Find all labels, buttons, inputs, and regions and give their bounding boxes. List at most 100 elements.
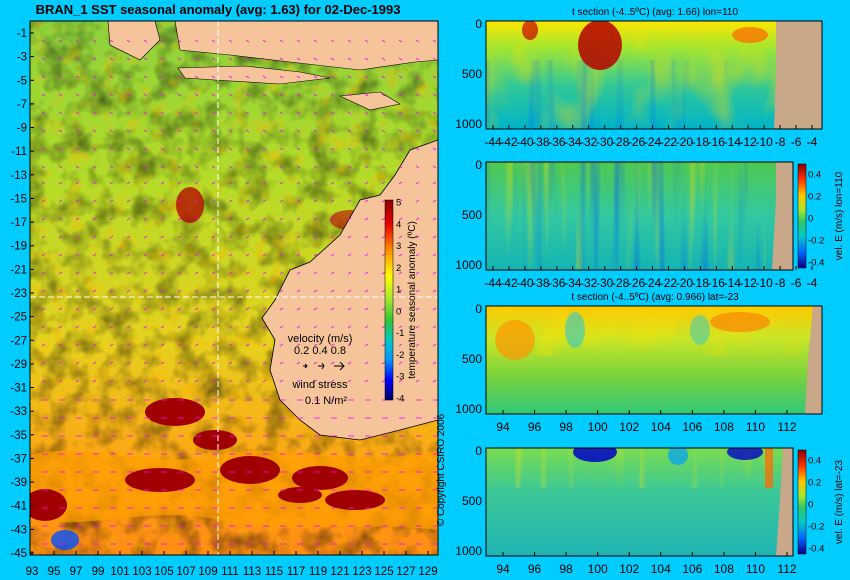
section-x-tick: -24 <box>644 276 662 290</box>
section-x-tick: -4 <box>807 276 818 290</box>
wind-vector <box>177 199 182 203</box>
wind-vector <box>177 75 182 79</box>
lon-tick-label: 107 <box>176 566 195 578</box>
section-x-tick: 106 <box>682 562 702 576</box>
wind-vector <box>398 199 403 203</box>
section-x-tick: -30 <box>596 135 614 149</box>
wind-vector <box>432 75 437 79</box>
section-x-tick: 104 <box>651 420 671 434</box>
wind-vector <box>313 253 318 257</box>
wind-vector <box>92 289 97 293</box>
wind-vector <box>75 165 80 169</box>
wind-vector <box>279 129 284 133</box>
wind-vector <box>177 57 182 61</box>
wind-vector <box>160 75 165 79</box>
wind-vector <box>92 379 97 383</box>
map-lon-axis: 93 95 97 99 101 103 105 107 109 111 113 115 117 119 12… <box>26 551 438 578</box>
wind-vector <box>313 307 318 311</box>
wind-vector <box>245 39 250 43</box>
wind-vector <box>381 111 386 115</box>
wind-vector <box>279 199 284 203</box>
wind-vector <box>381 217 386 221</box>
wind-vector <box>296 343 301 347</box>
wind-vector <box>126 93 131 97</box>
section-x-tick: -14 <box>724 135 742 149</box>
wind-vector <box>313 217 318 221</box>
wind-vector <box>109 129 114 133</box>
wind-vector <box>126 199 131 203</box>
wind-vector <box>398 39 403 43</box>
wind-vector <box>296 57 301 61</box>
wind-vector <box>432 289 437 293</box>
lon-tick-label: 103 <box>132 566 151 578</box>
section1-frame <box>485 20 823 130</box>
wind-vector <box>313 361 318 365</box>
wind-vector <box>245 235 250 239</box>
lat-tick-label: -1 <box>17 28 27 40</box>
wind-vector <box>92 235 97 239</box>
wind-vector <box>143 217 148 221</box>
wind-vector <box>330 75 335 79</box>
wind-vector <box>126 253 131 257</box>
wind-vector <box>75 235 80 239</box>
wind-vector <box>245 289 250 293</box>
wind-vector <box>262 361 267 365</box>
wind-vector <box>211 253 216 257</box>
lat-tick-label: -33 <box>10 406 27 418</box>
section-x-tick: -44 <box>484 135 502 149</box>
wind-vector <box>313 235 318 239</box>
wind-vector <box>313 111 318 115</box>
wind-vector <box>75 181 80 185</box>
wind-vector <box>279 165 284 169</box>
wind-vector <box>279 235 284 239</box>
section-x-tick: -6 <box>791 276 802 290</box>
vel-colorbar-tick: 0.2 <box>808 192 821 203</box>
section4-field <box>486 448 793 556</box>
section-x-tick: -42 <box>500 135 518 149</box>
sst-colorbar-tick: 2 <box>396 263 401 274</box>
wind-vector <box>381 289 386 293</box>
section-x-tick: -8 <box>775 276 786 290</box>
wind-vector <box>364 271 369 275</box>
sst-cold-patch <box>51 530 79 550</box>
wind-vector <box>347 75 352 79</box>
lat-tick-label: -13 <box>10 170 27 182</box>
wind-vector <box>92 111 97 115</box>
wind-vector <box>296 253 301 257</box>
wind-vector <box>313 271 318 275</box>
wind-vector <box>177 147 182 151</box>
wind-vector <box>75 325 80 329</box>
wind-vector <box>109 181 114 185</box>
wind-vector <box>194 289 199 293</box>
wind-vector <box>415 343 420 347</box>
wind-vector <box>126 147 131 151</box>
section-x-tick: 110 <box>746 562 765 576</box>
wind-vector <box>211 289 216 293</box>
sst-colorbar-tick: -4 <box>396 394 404 405</box>
wind-vector <box>41 271 46 275</box>
sst-colorbar-tick: -1 <box>396 328 404 339</box>
wind-vector <box>330 379 335 383</box>
wind-vector <box>177 39 182 43</box>
wind-vector <box>109 199 114 203</box>
section-y-tick: 500 <box>462 352 482 366</box>
wind-vector <box>58 343 63 347</box>
sst-colorbar-ticks: 5 4 3 2 1 0 -1 -2 -3 -4 <box>396 198 404 405</box>
section-x-tick: -40 <box>516 276 534 290</box>
wind-vector <box>432 325 437 329</box>
section4-colorbar-ticks: 0.4 0.2 0 -0.2 -0.4 <box>808 456 824 555</box>
section2-y-axis: 0 500 1000 <box>455 158 482 272</box>
wind-vector <box>245 129 250 133</box>
section1-y-axis: 0 500 1000 <box>455 17 482 131</box>
wind-vector <box>347 129 352 133</box>
wind-vector <box>330 199 335 203</box>
wind-vector <box>41 199 46 203</box>
wind-vector <box>211 307 216 311</box>
wind-vector <box>381 199 386 203</box>
wind-vector <box>41 253 46 257</box>
wind-vector <box>398 165 403 169</box>
wind-vector <box>245 93 250 97</box>
section-x-tick: 100 <box>588 562 608 576</box>
wind-vector <box>245 325 250 329</box>
wind-vector <box>41 111 46 115</box>
